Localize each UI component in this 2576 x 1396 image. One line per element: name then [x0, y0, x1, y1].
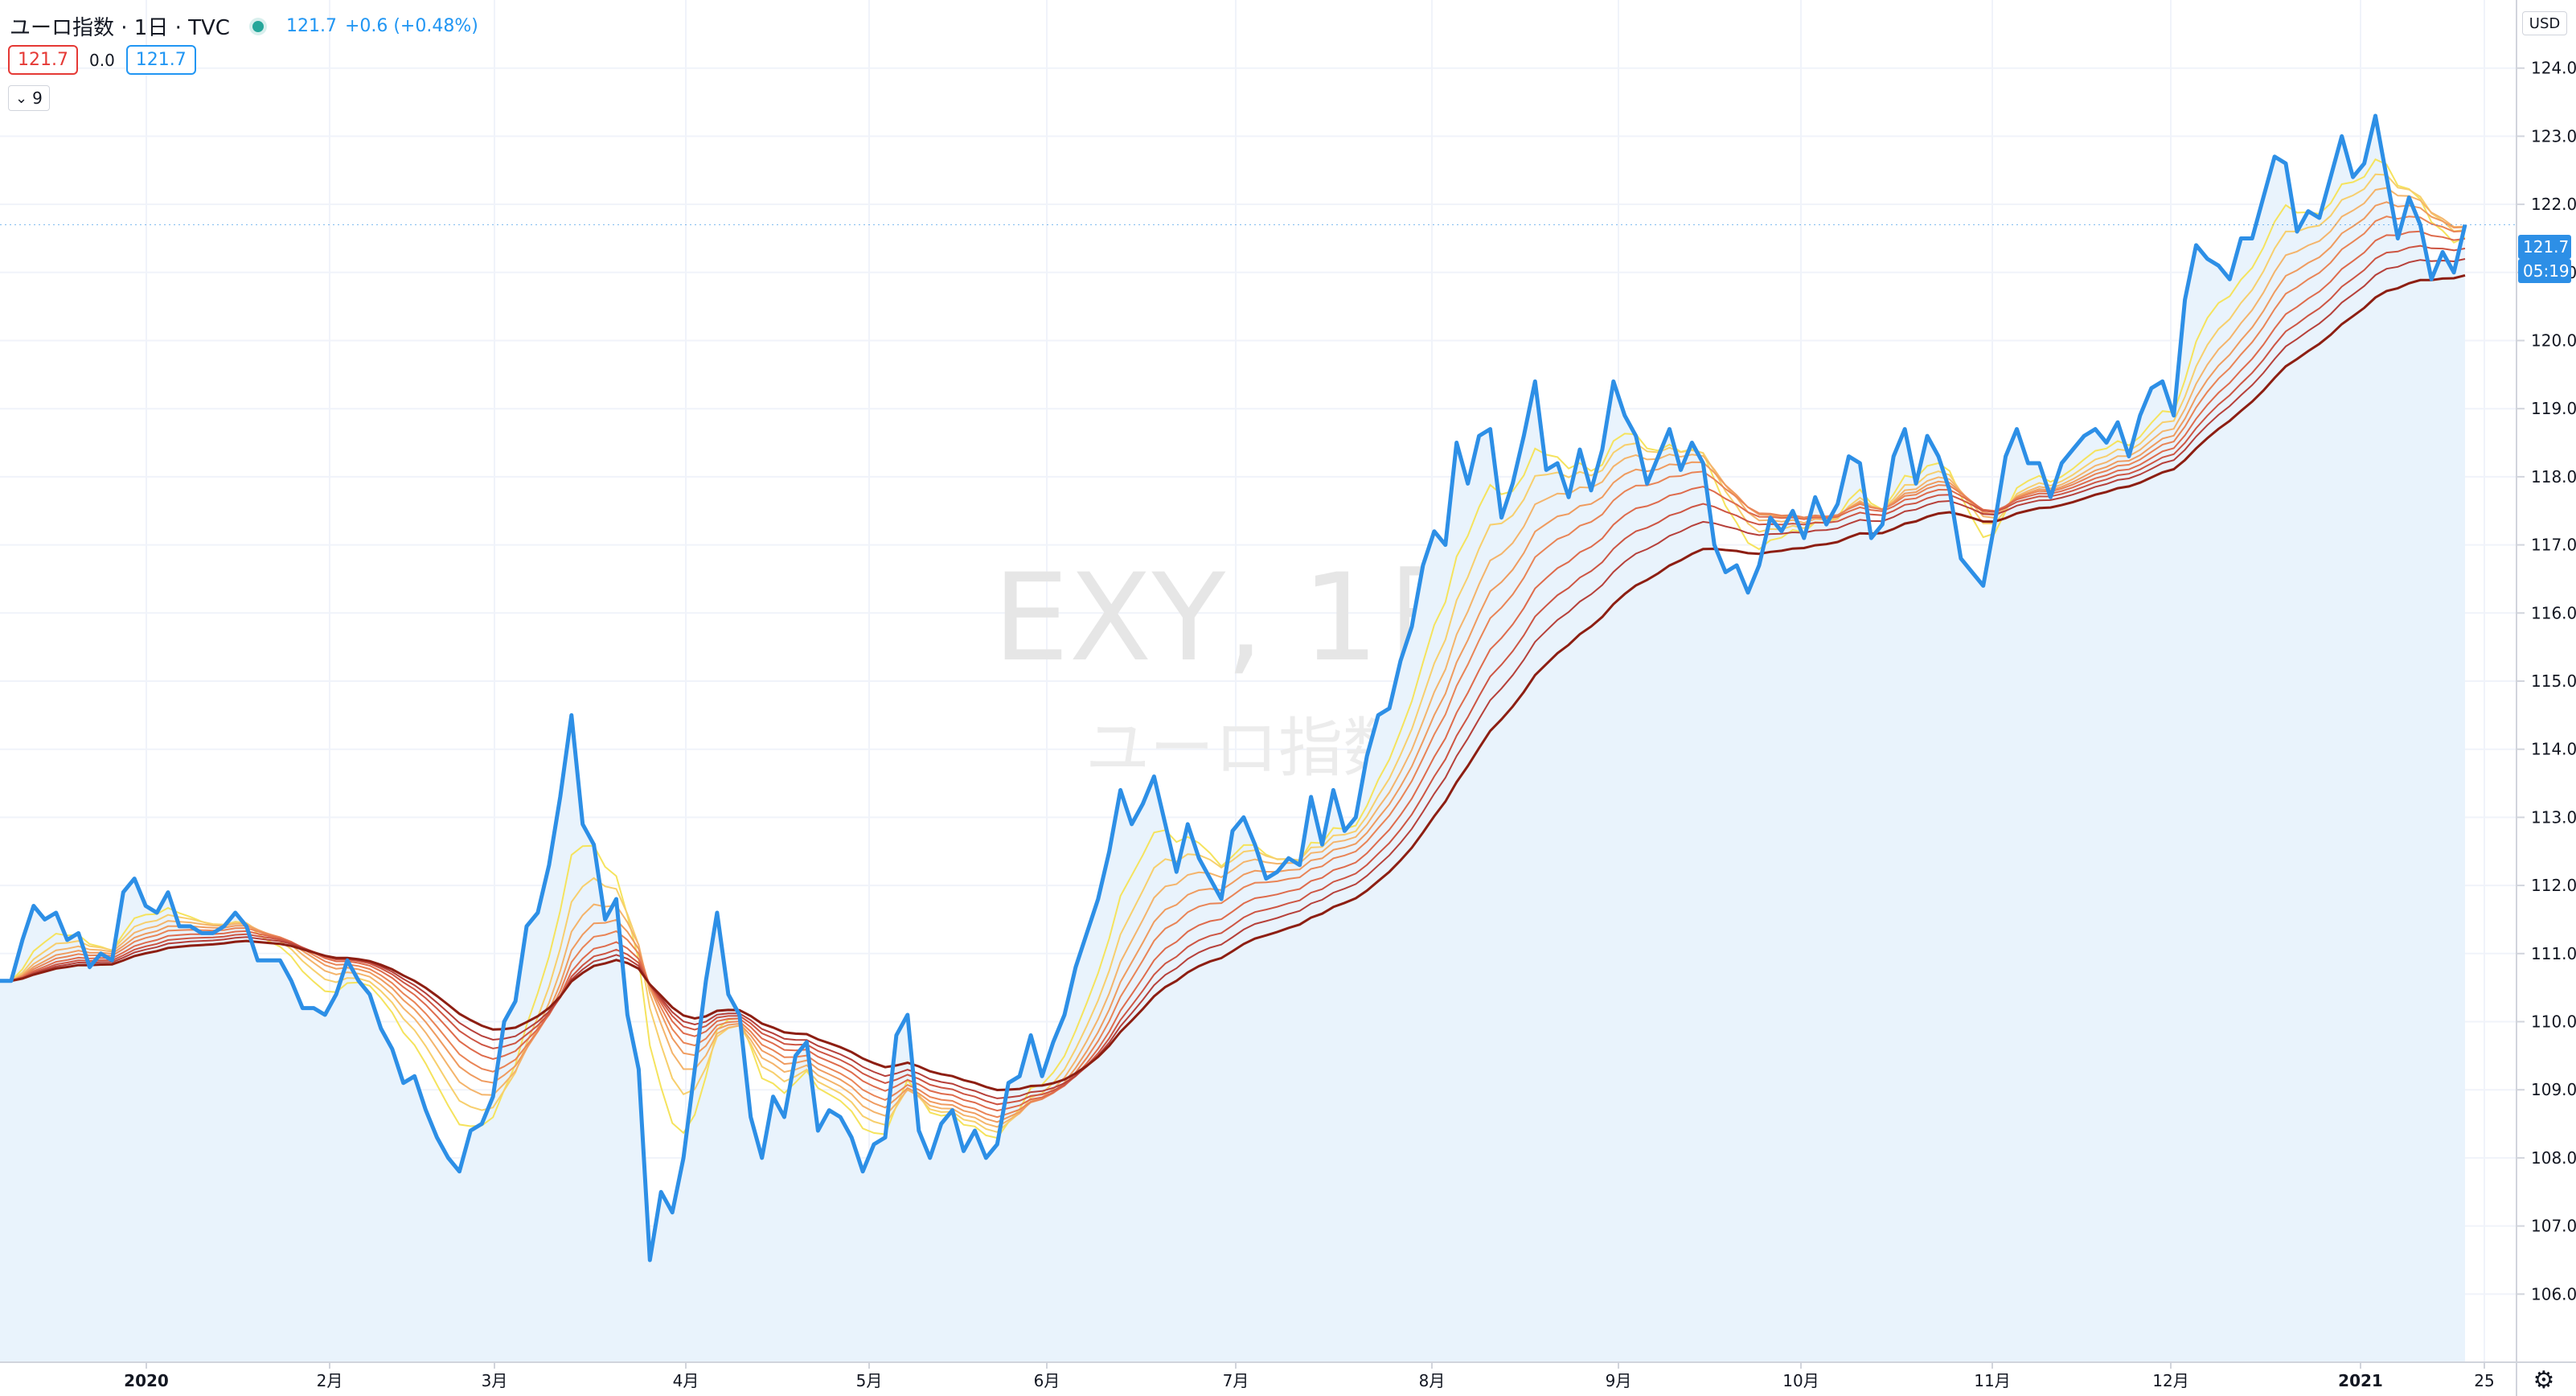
y-tick-label: 122.0	[2531, 195, 2576, 214]
time-axis[interactable]: 2020 2月 3月 4月 5月 6月 7月 8月 9月 10月 11月 12月 2021 25	[0, 1361, 2576, 1390]
y-tick-label: 115.0	[2531, 671, 2576, 691]
moving-average-ribbon	[0, 158, 2466, 1139]
y-tick-label: 119.0	[2531, 399, 2576, 418]
x-tick-label: 9月	[1606, 1371, 1632, 1390]
y-tick-label: 109.0	[2531, 1080, 2576, 1099]
x-tick-label: 2020	[124, 1371, 169, 1390]
last-price: 121.7	[285, 16, 337, 36]
price-axis[interactable]: 106.0 107.0 108.0 109.0 110.0 111.0 112.0 113.0…	[2516, 0, 2576, 1396]
y-tick-label: 106.0	[2531, 1284, 2576, 1304]
market-status-icon	[252, 20, 264, 32]
symbol-title[interactable]: ユーロ指数 · 1日 · TVC	[10, 16, 230, 40]
x-tick-label: 7月	[1223, 1371, 1249, 1390]
y-tick-label: 107.0	[2531, 1217, 2576, 1236]
indicator-count: 9	[32, 88, 43, 108]
price-area-fill	[0, 116, 2465, 1362]
x-tick-label: 3月	[482, 1371, 508, 1390]
ma-line	[0, 230, 2466, 1112]
price-tag-bg	[2518, 235, 2571, 259]
price-tag: 121.7	[2523, 237, 2569, 257]
x-tick-label: 4月	[673, 1371, 699, 1390]
ma-line	[0, 244, 2466, 1106]
indicators-toggle-button[interactable]: ⌄ 9	[8, 85, 50, 111]
price-line	[0, 113, 2467, 1263]
y-tick-label: 114.0	[2531, 740, 2576, 759]
ma-line	[0, 273, 2466, 1092]
price-tags: 121.7 05:19	[2518, 235, 2571, 283]
sell-price-button[interactable]: 121.7	[8, 45, 78, 75]
spread-value: 0.0	[88, 50, 115, 70]
currency-button[interactable]: USD	[2522, 11, 2567, 35]
x-tick-label: 2月	[317, 1371, 343, 1390]
x-tick-label: 8月	[1419, 1371, 1446, 1390]
y-tick-label: 118.0	[2531, 467, 2576, 487]
y-tick-label: 117.0	[2531, 536, 2576, 555]
x-tick-label: 12月	[2152, 1371, 2188, 1390]
x-tick-label: 6月	[1034, 1371, 1060, 1390]
y-tick-label: 120.0	[2531, 331, 2576, 351]
x-tick-label: 10月	[1782, 1371, 1819, 1390]
countdown-tag-bg	[2518, 259, 2571, 283]
buy-price-button[interactable]: 121.7	[125, 45, 196, 75]
y-tick-label: 124.0	[2531, 59, 2576, 78]
legend-main: ユーロ指数 · 1日 · TVC 121.7 +0.6 (+0.48%)	[10, 11, 478, 41]
x-tick-label: 11月	[1974, 1371, 2010, 1390]
y-tick-label: 113.0	[2531, 807, 2576, 827]
price-change: +0.6 (+0.48%)	[344, 16, 478, 36]
y-tick-label: 123.0	[2531, 126, 2576, 146]
y-tick-label: 116.0	[2531, 603, 2576, 622]
countdown-tag: 05:19	[2523, 261, 2570, 281]
x-tick-label: 2021	[2338, 1371, 2383, 1390]
y-tick-label: 110.0	[2531, 1012, 2576, 1032]
gear-icon[interactable]: ⚙	[2533, 1365, 2555, 1394]
y-tick-label: 112.0	[2531, 876, 2576, 895]
bid-ask-row: 121.7 0.0 121.7	[8, 45, 196, 75]
ma-line	[0, 258, 2466, 1099]
y-tick-label: 108.0	[2531, 1148, 2576, 1168]
x-tick-label: 25	[2474, 1371, 2494, 1390]
x-tick-label: 5月	[856, 1371, 883, 1390]
y-tick-label: 111.0	[2531, 944, 2576, 963]
watermark-name: ユーロ指数	[1085, 711, 1407, 786]
chevron-down-icon: ⌄	[15, 89, 28, 107]
